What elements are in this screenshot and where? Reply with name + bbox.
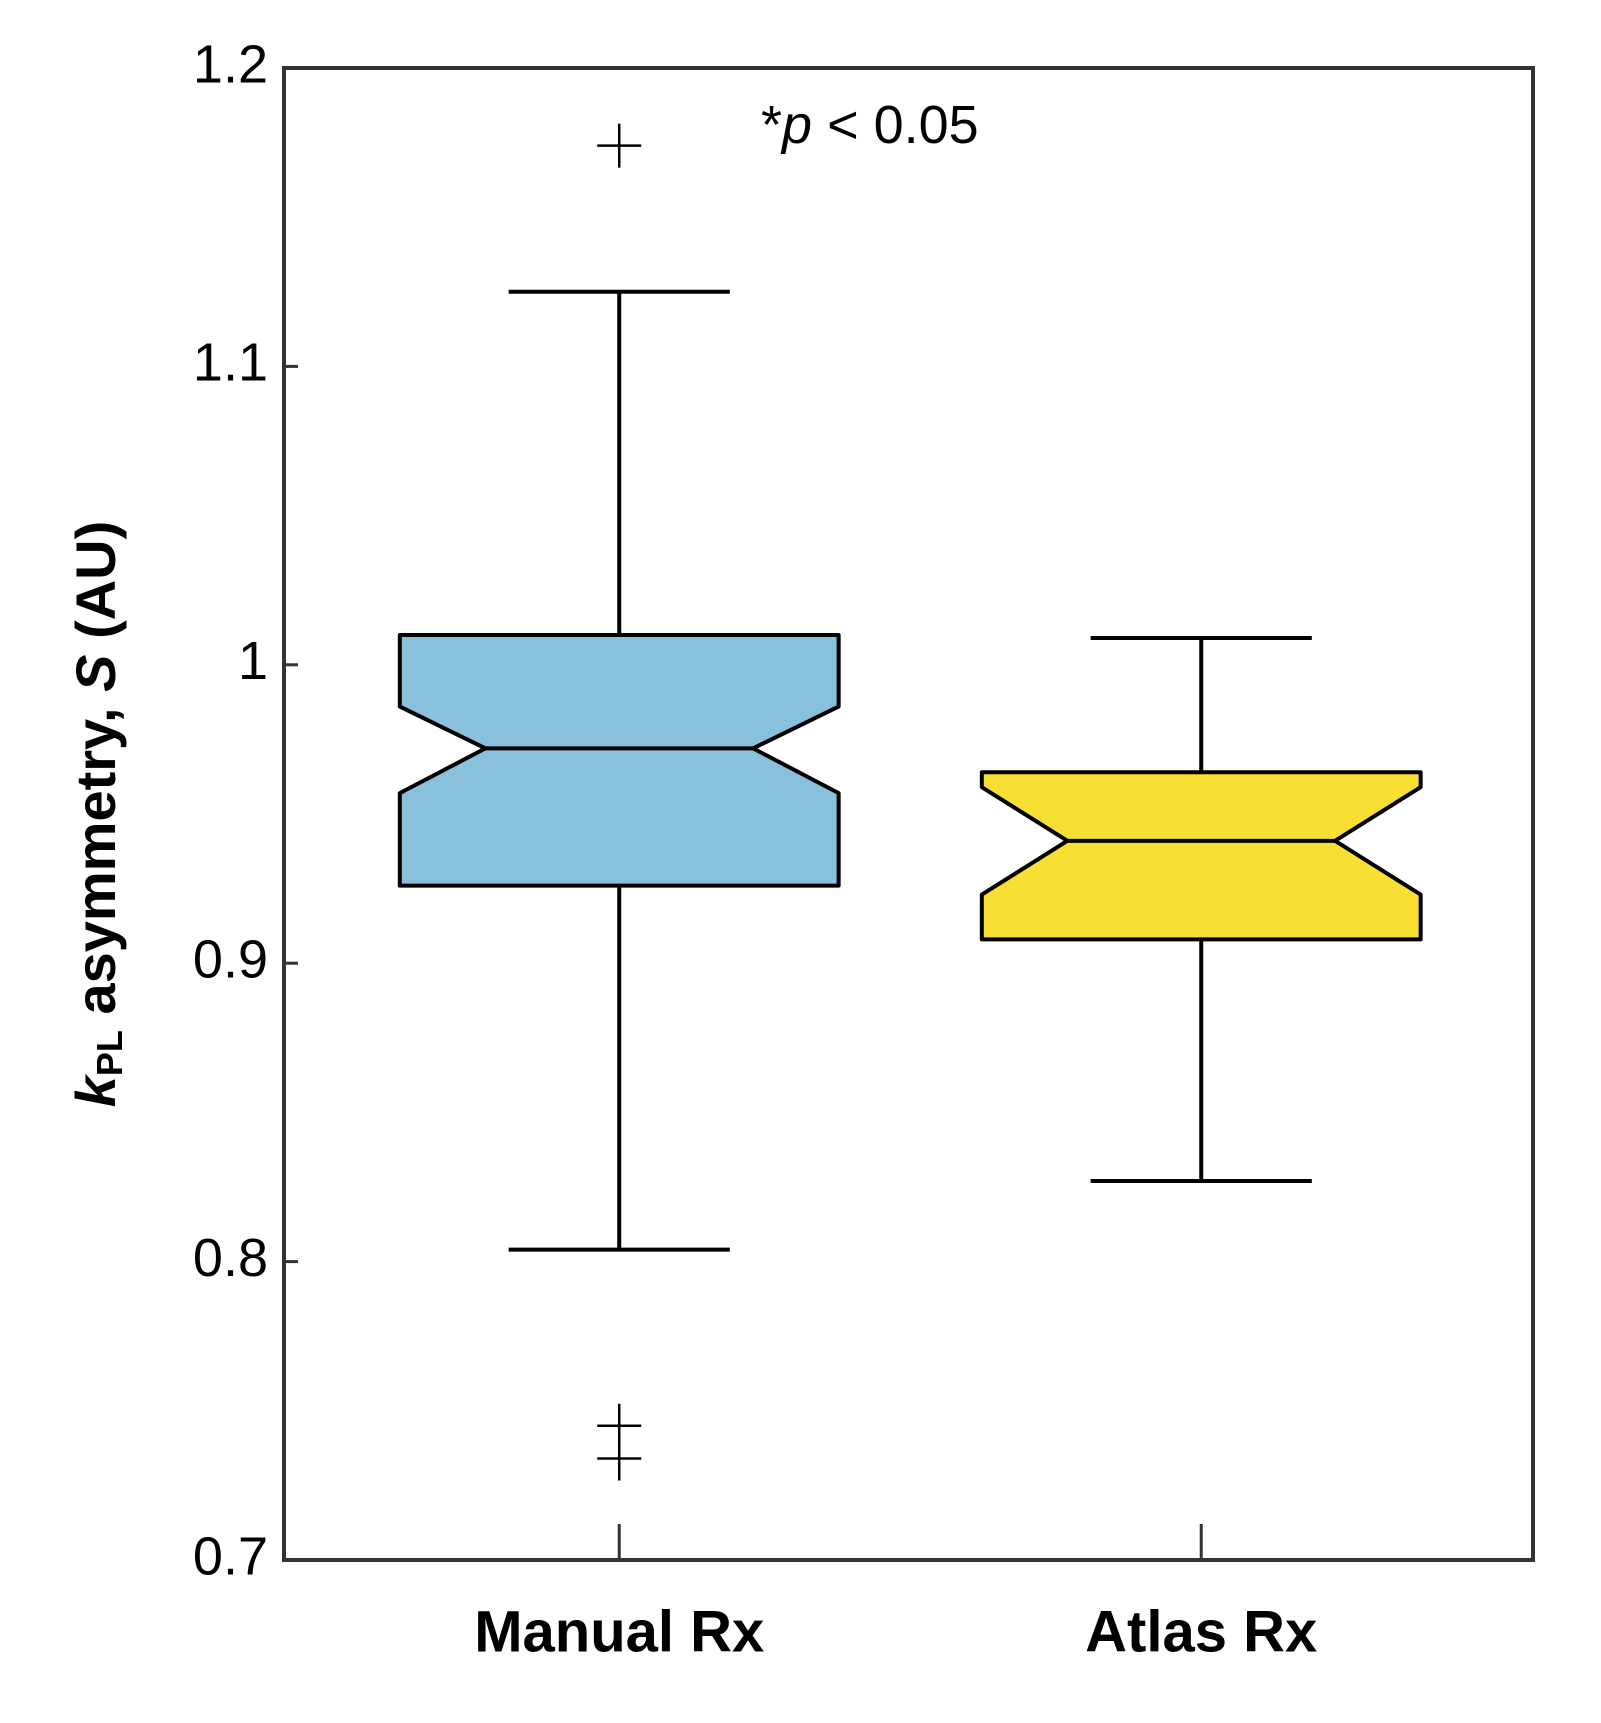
x-tick-label: Atlas Rx <box>1085 1599 1317 1664</box>
y-label-part: PL <box>89 1030 130 1076</box>
box <box>397 632 841 888</box>
y-axis-label: kPL asymmetry, S (AU) <box>64 521 130 1108</box>
y-label-part: asymmetry, <box>64 692 127 1030</box>
annotation-part: * <box>761 95 782 155</box>
y-tick-label: 0.8 <box>193 1228 268 1288</box>
outlier <box>597 123 642 168</box>
y-tick-label: 0.9 <box>193 929 268 989</box>
y-label-part: (AU) <box>64 521 127 655</box>
plot-frame <box>282 66 1535 1562</box>
x-tick-label: Manual Rx <box>474 1599 764 1664</box>
y-tick-label: 1.2 <box>193 34 268 94</box>
y-label-part: S <box>64 654 127 691</box>
annotation-part: p <box>780 95 812 155</box>
y-tick-label: 0.7 <box>193 1526 268 1586</box>
y-tick-label: 1.1 <box>193 333 268 393</box>
outlier <box>597 1436 642 1481</box>
box <box>979 770 1423 942</box>
y-label-part: k <box>64 1073 127 1107</box>
annotation-part: < 0.05 <box>812 95 979 155</box>
annotation: *p < 0.05 <box>761 95 979 155</box>
y-tick-label: 1 <box>238 631 268 691</box>
